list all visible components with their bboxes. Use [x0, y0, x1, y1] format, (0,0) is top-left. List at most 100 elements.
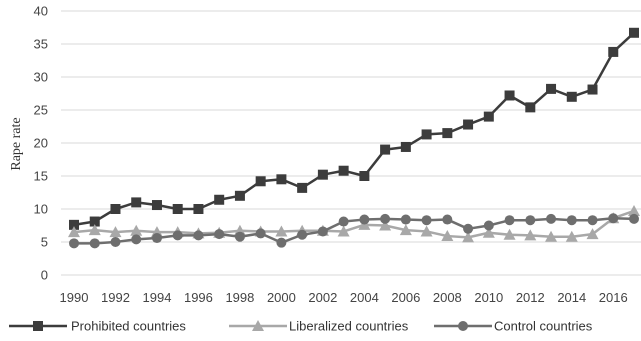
data-point — [441, 230, 454, 242]
data-point — [546, 83, 557, 94]
y-axis-label: Rape rate — [9, 117, 24, 170]
data-point — [234, 190, 245, 201]
data-point — [442, 214, 453, 225]
data-point — [317, 169, 328, 180]
y-tick-label: 15 — [34, 169, 48, 184]
data-point — [275, 225, 288, 237]
data-point — [338, 216, 349, 227]
data-point — [89, 238, 100, 249]
data-point — [400, 214, 411, 225]
legend-item: Liberalized countries — [229, 319, 409, 334]
data-point — [586, 228, 599, 240]
data-point — [482, 226, 495, 238]
data-point — [628, 204, 640, 216]
legend-marker — [33, 321, 43, 331]
legend-label: Control countries — [494, 319, 593, 334]
data-point — [359, 214, 370, 225]
data-point — [546, 213, 557, 224]
data-point — [380, 144, 391, 155]
data-point — [359, 171, 370, 181]
data-point — [399, 224, 412, 236]
data-point — [421, 129, 432, 140]
gridlines — [61, 10, 641, 276]
data-point — [629, 27, 639, 38]
y-tick-label: 20 — [34, 136, 48, 151]
x-tick-label: 1992 — [101, 290, 130, 305]
x-tick-label: 2010 — [474, 290, 503, 305]
data-point — [337, 225, 350, 237]
data-point — [297, 182, 308, 193]
x-tick-label: 2012 — [516, 290, 545, 305]
data-point — [110, 237, 121, 247]
data-point — [255, 176, 266, 187]
y-tick-label: 25 — [34, 103, 48, 118]
data-point — [68, 226, 80, 238]
x-tick-label: 1996 — [184, 290, 213, 305]
x-tick-label: 1998 — [225, 290, 254, 305]
x-axis-ticks: 1990 1992 1994 1996 1998 2000 2002 2004 2006 2008… — [60, 290, 628, 305]
data-point — [566, 215, 577, 226]
data-point — [504, 215, 515, 226]
data-point — [214, 229, 225, 240]
series-layer — [68, 27, 640, 249]
x-tick-label: 2004 — [350, 290, 379, 305]
x-tick-label: 2006 — [391, 290, 420, 305]
series-line — [73, 209, 635, 239]
x-tick-label: 2008 — [433, 290, 462, 305]
data-point — [130, 224, 143, 236]
y-tick-label: 0 — [41, 268, 48, 283]
data-point — [463, 223, 474, 234]
data-point — [524, 229, 537, 241]
data-point — [255, 228, 266, 239]
data-point — [566, 91, 577, 102]
y-axis-ticks: 0 5 10 15 20 25 30 35 40 — [34, 4, 48, 283]
data-point — [380, 213, 391, 224]
y-tick-label: 30 — [34, 70, 48, 85]
data-point — [69, 219, 79, 230]
data-point — [504, 90, 515, 101]
legend-marker — [252, 320, 264, 331]
legend-label: Liberalized countries — [289, 319, 409, 334]
data-point — [608, 213, 619, 224]
data-point — [317, 226, 328, 237]
data-point — [89, 216, 100, 227]
data-point — [151, 200, 162, 211]
data-point — [276, 174, 287, 185]
data-point — [172, 230, 183, 241]
y-tick-label: 5 — [41, 235, 48, 250]
data-point — [483, 220, 494, 231]
data-point — [462, 231, 475, 243]
series-square — [69, 27, 639, 230]
data-point — [193, 230, 204, 241]
x-tick-label: 1994 — [143, 290, 172, 305]
data-point — [421, 215, 432, 226]
data-point — [565, 230, 578, 242]
data-point — [193, 204, 204, 214]
data-point — [400, 141, 411, 152]
legend-marker — [458, 321, 468, 331]
data-point — [525, 102, 536, 113]
data-point — [151, 233, 162, 244]
data-point — [587, 215, 598, 226]
x-tick-label: 2002 — [308, 290, 337, 305]
data-point — [109, 226, 122, 238]
data-point — [442, 128, 453, 139]
x-tick-label: 2014 — [557, 290, 586, 305]
data-point — [214, 194, 225, 205]
data-point — [131, 197, 142, 208]
data-point — [69, 238, 79, 249]
data-point — [276, 237, 287, 248]
data-point — [297, 229, 308, 240]
legend: Prohibited countries Liberalized countrie… — [9, 319, 593, 334]
data-point — [525, 215, 536, 226]
data-point — [338, 165, 349, 176]
series-line — [74, 216, 635, 245]
x-tick-label: 2000 — [267, 290, 296, 305]
series-line — [73, 31, 635, 227]
data-point — [234, 231, 245, 242]
data-point — [172, 204, 183, 214]
y-tick-label: 35 — [34, 37, 48, 52]
data-point — [110, 204, 121, 214]
data-point — [463, 119, 474, 130]
